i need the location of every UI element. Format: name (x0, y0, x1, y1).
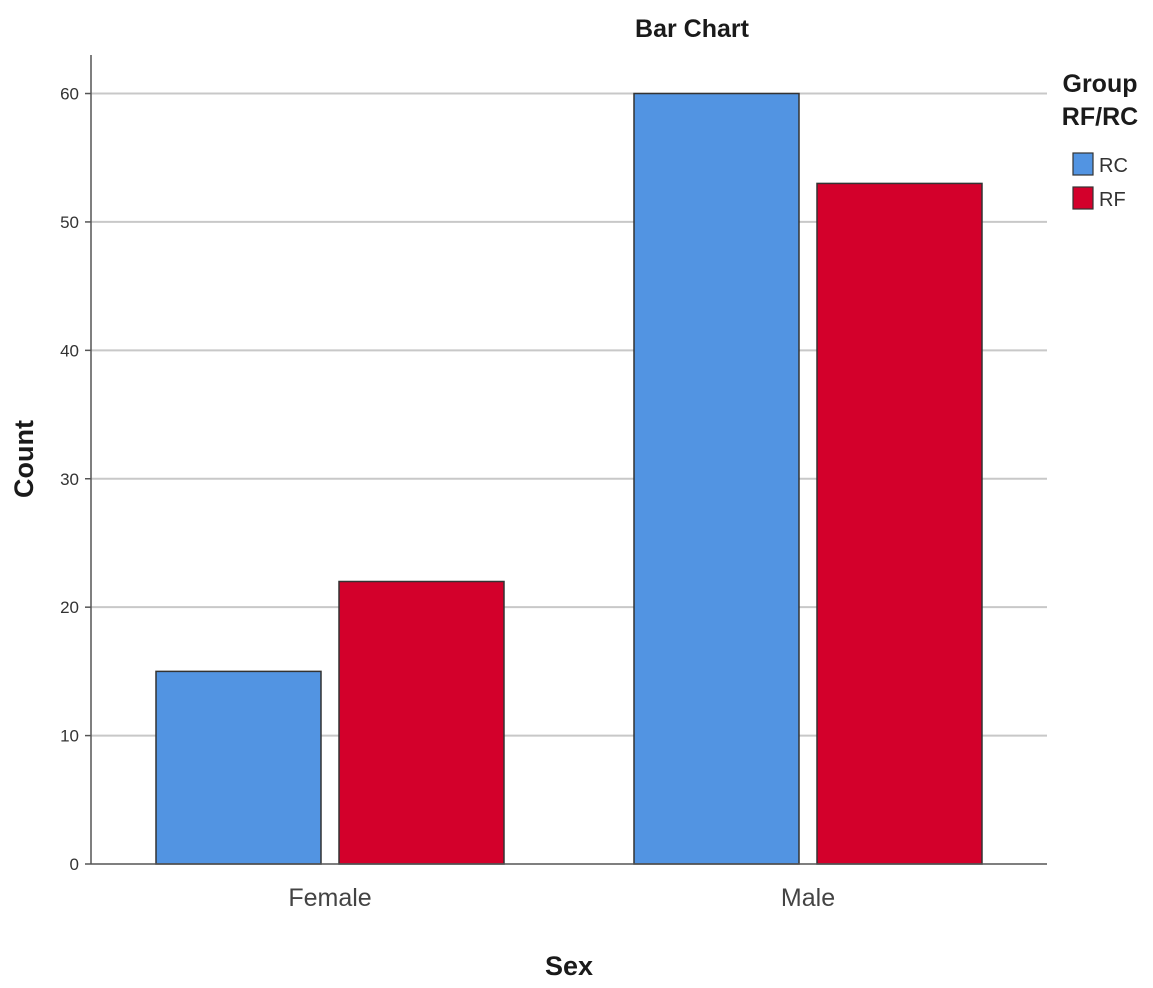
legend-swatch-rf (1072, 186, 1094, 210)
bar-male-rc (633, 92, 800, 865)
legend-label-rc: RC (1099, 155, 1128, 177)
axes (90, 55, 1047, 865)
y-axis-title: Count (9, 420, 39, 498)
y-tick-label: 20 (60, 598, 79, 617)
x-category-label: Female (288, 884, 371, 912)
bar-female-rc (155, 670, 322, 865)
bar-male-rf (816, 182, 983, 865)
legend-label-rf: RF (1099, 189, 1126, 211)
y-tick-label: 30 (60, 470, 79, 489)
legend-title-line-1: Group (1063, 70, 1138, 98)
chart-title: Bar Chart (635, 15, 750, 43)
legend: Group RF/RC RC RF (1062, 70, 1138, 211)
legend-title-line-2: RF/RC (1062, 103, 1138, 131)
legend-items: RC RF (1072, 152, 1128, 211)
x-category-labels: Female Male (288, 884, 835, 912)
y-tick-label: 50 (60, 213, 79, 232)
y-tick-labels: 0 10 20 30 40 50 60 (60, 85, 79, 874)
x-axis-title: Sex (545, 951, 593, 981)
y-tick-label: 10 (60, 727, 79, 746)
y-tick-label: 60 (60, 85, 79, 104)
y-tick-label: 0 (70, 855, 79, 874)
y-tick-label: 40 (60, 341, 79, 360)
x-category-label: Male (781, 884, 835, 912)
bars (155, 92, 983, 865)
legend-swatch-rc (1072, 152, 1094, 176)
bar-female-rf (338, 580, 505, 865)
